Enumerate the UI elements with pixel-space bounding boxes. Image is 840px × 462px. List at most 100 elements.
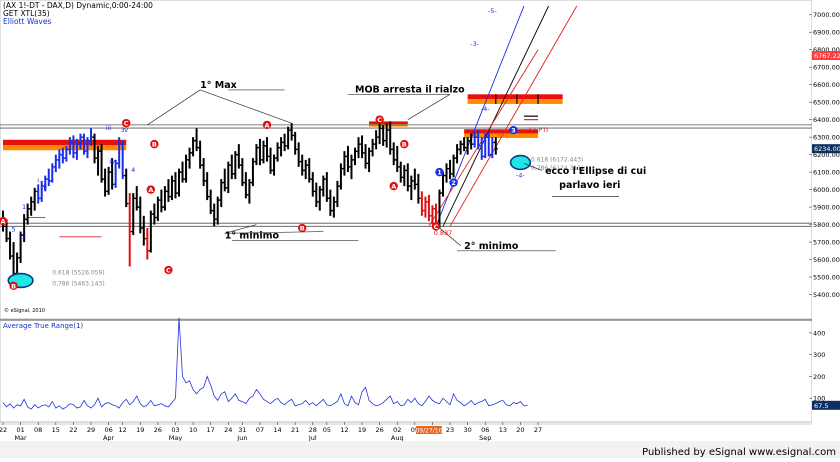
price-tag [812, 50, 840, 60]
y-tick-label: 6600.00 [813, 81, 840, 89]
fib-label: 0.618 (5526.059) [52, 269, 104, 276]
x-tick-label: 07 [256, 426, 264, 434]
price-bars [1, 121, 498, 279]
wave-circle [435, 167, 444, 177]
horizontal-levels [0, 115, 812, 238]
study-name: Elliott Waves [3, 17, 51, 26]
wave-label: B [11, 282, 16, 290]
price-axis[interactable]: 7000.00 6900.00 6800.00 6700.00 6600.00 6500.… [809, 0, 840, 441]
x-tick-label: 22 [69, 426, 77, 434]
atr-tick-label: 400 [813, 329, 825, 337]
wave-circle [389, 181, 398, 191]
x-tick-label: 13 [499, 426, 507, 434]
channel-line [435, 5, 525, 227]
date-axis[interactable]: 22 01 08 15 22 29 06 12 19 26 03 10 17 24 31 07 14 21 28 05… [0, 422, 812, 442]
y-tick-label: 6000.00 [813, 186, 840, 194]
x-tick-label: 29 [87, 426, 95, 434]
annotation-line [224, 231, 324, 234]
y-tick-label: 5400.00 [813, 291, 840, 299]
atr-value-label: 67.5 [814, 402, 828, 410]
wave-label: iii [106, 124, 112, 132]
red-zone-top [464, 129, 539, 134]
wave-label: -4- [481, 105, 490, 113]
red-zone-top [3, 139, 127, 146]
x-tick-label: 24 [224, 426, 232, 434]
x-month-label: Aug [391, 434, 404, 442]
y-tick-label: 6300.00 [813, 134, 840, 142]
wave-label: i [37, 177, 39, 185]
y-tick-label: 7000.00 [813, 11, 840, 19]
wave-label: B [152, 141, 157, 149]
y-tick-label: 5900.00 [813, 204, 840, 212]
atr-value-tag [812, 400, 840, 410]
wave-circle [146, 185, 156, 194]
x-month-label: Mar [14, 434, 27, 442]
x-tick-label: 06 [104, 426, 112, 434]
x-tick-label: 14 [273, 426, 281, 434]
wave-label: 0.837 [434, 229, 453, 237]
wave-label: iv [109, 157, 115, 165]
red-zone-top [369, 121, 408, 125]
wave-label: A [0, 218, 5, 226]
x-tick-label: 09 [411, 426, 419, 434]
annotation-line [523, 163, 542, 171]
wave-label: 2 [22, 233, 26, 241]
wave-label: C [124, 120, 129, 128]
y-tick-label: 5800.00 [813, 221, 840, 229]
wave-circle [164, 265, 173, 275]
x-tick-label: 28 [309, 426, 317, 434]
highlighted-date-label: 09/27/10 [415, 428, 442, 435]
price-tag-label: 6767.22 [814, 52, 840, 60]
fib-labels: 0.618 (5526.059) 0.786 (5463.143) 0.618 (6… [52, 157, 583, 288]
publisher-text: Published by eSignal www.esignal.com [642, 447, 836, 458]
wave-label: 1 [437, 169, 442, 177]
price-tag [812, 144, 840, 154]
wave-label: 17 PTI [528, 126, 548, 134]
red-zone-bottom [3, 145, 127, 151]
wave-label: 5 [11, 226, 15, 234]
y-tick-label: 6900.00 [813, 29, 840, 37]
wave-label: B [402, 141, 407, 149]
wave-label: 4 [131, 166, 135, 174]
red-zones [3, 94, 563, 151]
annotation-text: 1° Max [200, 80, 237, 91]
annotation-line [439, 227, 461, 246]
wave-circle [400, 139, 409, 149]
channel-line [449, 5, 578, 227]
x-tick-label: 26 [154, 426, 162, 434]
wave-circle [9, 281, 18, 290]
red-zone-top [467, 94, 563, 100]
wave-label: -4- [516, 171, 525, 179]
red-zone-bottom [467, 99, 563, 104]
x-month-label: May [169, 434, 183, 442]
symbol-line: (AX 1!-DT - DAX,D) Dynamic,0:00-24:00 [3, 1, 153, 10]
y-tick-label: 6700.00 [813, 64, 840, 72]
x-month-label: Jul [308, 434, 317, 442]
wave-circle [509, 125, 518, 135]
ellipse-marker [509, 154, 532, 171]
wave-label: 1 [22, 203, 26, 211]
x-tick-label: 21 [291, 426, 299, 434]
wave-label: v [124, 126, 128, 134]
x-tick-label: 06 [481, 426, 489, 434]
wave-label: A [148, 186, 153, 194]
price-tag-label: 6234.00 [814, 145, 840, 153]
highlighted-date-box [415, 426, 442, 434]
red-zone-bottom [369, 124, 408, 127]
axis-background [812, 0, 840, 441]
wave-circle [431, 222, 441, 231]
x-tick-label: 23 [446, 426, 454, 434]
x-tick-label: 03 [171, 426, 179, 434]
wave-label: A [391, 183, 396, 191]
x-tick-label: 05 [323, 426, 331, 434]
x-tick-label: 30 [463, 426, 471, 434]
wave-label: 2 [451, 179, 456, 187]
x-tick-label: 19 [136, 426, 144, 434]
x-tick-label: 20 [516, 426, 524, 434]
x-tick-label: 08 [34, 426, 42, 434]
atr-tick-label: 100 [813, 395, 825, 403]
